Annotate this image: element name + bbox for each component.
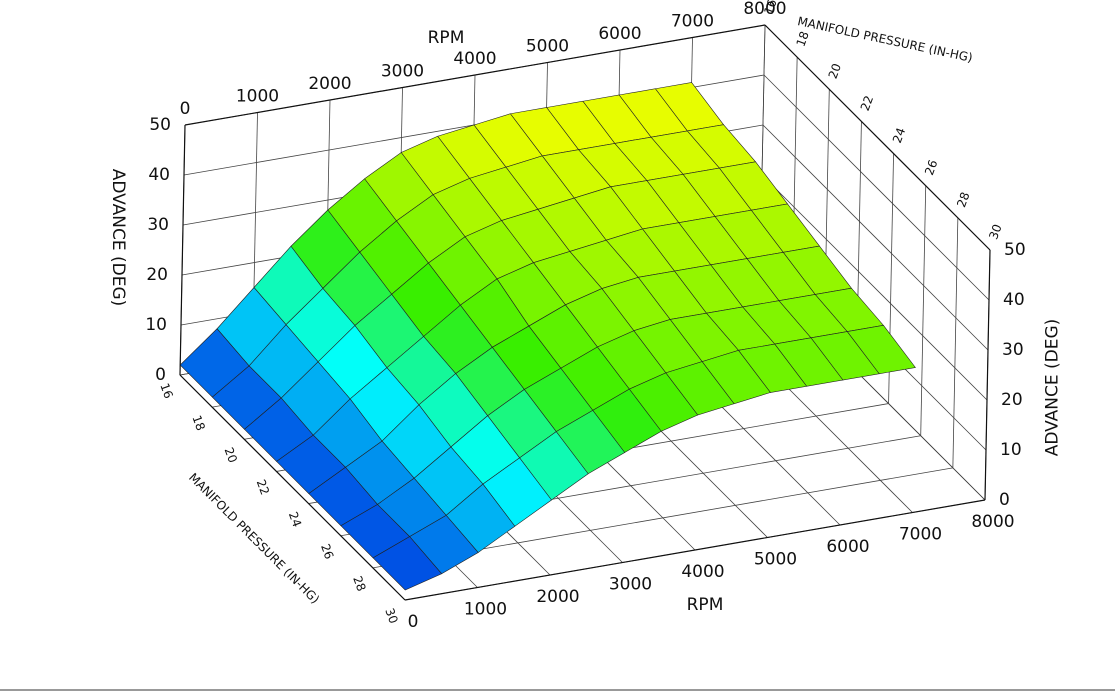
x-tick-label: 5000 <box>526 37 569 57</box>
x-tick-label: 1000 <box>236 87 279 107</box>
axis-line <box>179 124 186 376</box>
wall-grid-line <box>952 217 959 468</box>
y-tick-label: 28 <box>350 574 368 593</box>
x-axis-label: RPM <box>687 595 724 615</box>
x-tick-label: 0 <box>180 99 191 119</box>
y-tick-label: 28 <box>954 190 972 209</box>
axis-line <box>179 374 406 601</box>
wall-grid-line <box>761 174 988 401</box>
y-tick-label: 16 <box>157 381 175 400</box>
x-tick-label: 3000 <box>381 62 424 82</box>
x-tick-label: 4000 <box>681 562 724 582</box>
x-tick-label: 8000 <box>971 512 1014 532</box>
z-tick-label: 10 <box>145 315 167 335</box>
y-tick-label: 20 <box>222 446 240 465</box>
y-axis-label: MANIFOLD PRESSURE (IN-HG) <box>796 14 974 65</box>
z-tick-label: 40 <box>1003 290 1025 310</box>
axis-line <box>984 249 991 501</box>
surface-cell <box>372 536 443 591</box>
wall-grid-line <box>762 124 989 351</box>
y-tick-label: 24 <box>890 126 908 145</box>
z-tick-label: 40 <box>148 165 170 185</box>
y-tick-label: 20 <box>826 62 844 81</box>
surface <box>179 82 916 591</box>
y-tick-label: 24 <box>286 510 304 529</box>
z-tick-label: 30 <box>147 215 169 235</box>
z-tick-label: 50 <box>149 115 171 135</box>
wall-grid-line <box>763 74 990 301</box>
y-tick-label: 30 <box>986 222 1004 241</box>
z-tick-label: 20 <box>146 265 168 285</box>
x-tick-label: 2000 <box>308 74 351 94</box>
y-tick-label: 18 <box>793 29 811 48</box>
z-axis-label: ADVANCE (DEG) <box>1042 319 1062 457</box>
wall-grid-line <box>920 185 927 436</box>
x-tick-label: 8000 <box>743 0 786 19</box>
y-tick-label: 26 <box>318 542 336 561</box>
x-axis-label: RPM <box>428 28 465 48</box>
y-tick-label: 22 <box>858 94 876 113</box>
z-axis-label: ADVANCE (DEG) <box>108 169 128 307</box>
x-tick-label: 0 <box>408 612 419 632</box>
z-tick-label: 20 <box>1001 390 1023 410</box>
y-tick-label: 30 <box>382 606 400 625</box>
x-tick-label: 2000 <box>536 587 579 607</box>
x-tick-label: 7000 <box>899 525 942 545</box>
y-tick-label: 26 <box>922 158 940 177</box>
x-tick-label: 6000 <box>598 24 641 44</box>
y-tick-label: 16 <box>761 0 779 16</box>
z-tick-label: 30 <box>1002 340 1024 360</box>
x-tick-label: 1000 <box>464 600 507 620</box>
axis-line <box>764 24 991 251</box>
z-tick-label: 0 <box>999 490 1010 510</box>
x-tick-label: 5000 <box>754 550 797 570</box>
x-tick-label: 6000 <box>826 537 869 557</box>
y-tick-label: 22 <box>254 478 272 497</box>
z-tick-label: 10 <box>1000 440 1022 460</box>
x-tick-label: 4000 <box>453 49 496 69</box>
z-tick-label: 50 <box>1004 240 1026 260</box>
axis-line <box>184 24 766 126</box>
y-axis-label: MANIFOLD PRESSURE (IN-HG) <box>186 470 322 606</box>
axis-line <box>404 499 986 601</box>
x-tick-label: 3000 <box>609 575 652 595</box>
x-tick-label: 7000 <box>671 12 714 32</box>
z-tick-label: 0 <box>155 365 166 385</box>
y-tick-label: 18 <box>189 413 207 432</box>
